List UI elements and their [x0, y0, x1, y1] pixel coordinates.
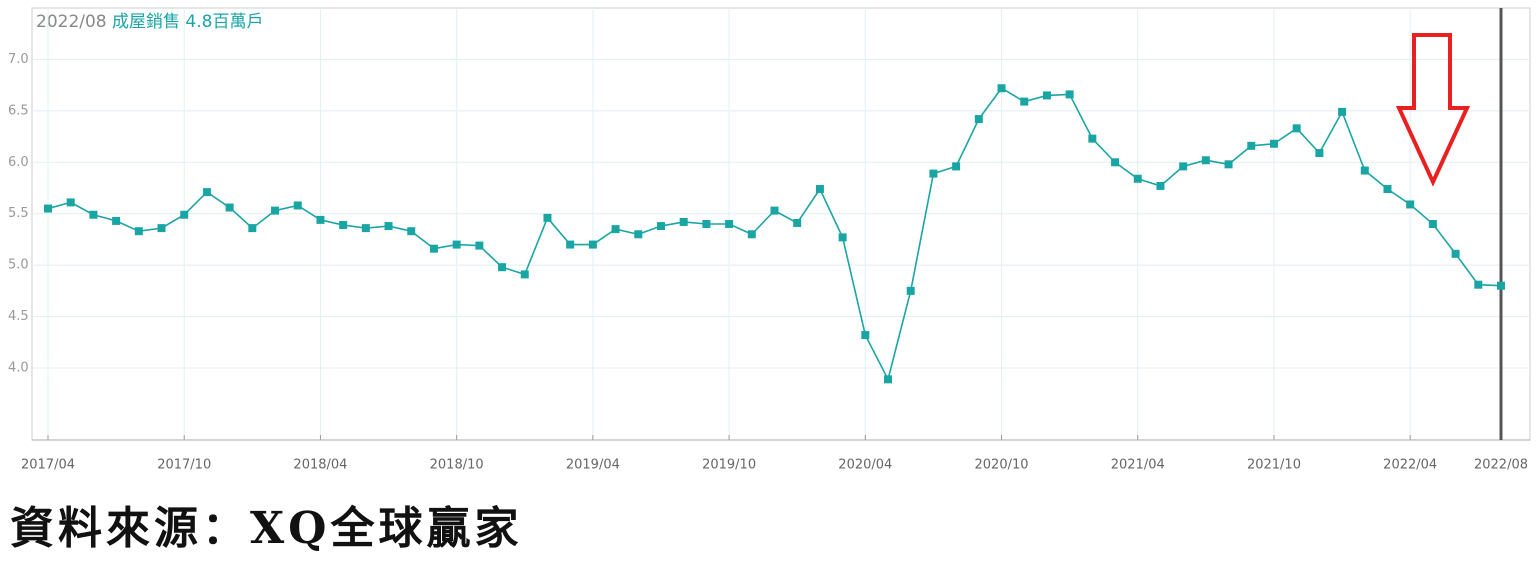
- point: [1338, 107, 1347, 116]
- y-tick-label: 4.5: [8, 309, 29, 324]
- point: [1451, 249, 1460, 258]
- point: [225, 203, 234, 212]
- point: [1497, 281, 1505, 290]
- point: [134, 227, 143, 236]
- point: [1269, 139, 1278, 148]
- point: [520, 270, 529, 279]
- point: [202, 188, 211, 197]
- point: [566, 240, 575, 249]
- point: [997, 84, 1006, 93]
- point: [339, 221, 348, 230]
- x-tick-label: 2022/08: [1474, 458, 1528, 473]
- point: [906, 286, 915, 295]
- point: [611, 225, 620, 234]
- y-tick-label: 4.0: [8, 361, 29, 376]
- legend-text: 成屋銷售 4.8百萬戶: [112, 12, 263, 32]
- point: [679, 217, 688, 226]
- point: [1065, 90, 1074, 99]
- x-tick-label: 2019/04: [566, 458, 620, 473]
- point: [1315, 149, 1324, 158]
- point: [248, 224, 257, 233]
- red-arrow: [1395, 33, 1471, 187]
- point: [725, 220, 734, 228]
- point: [407, 227, 416, 236]
- point: [1201, 156, 1210, 165]
- x-tick-label: 2017/04: [21, 458, 75, 473]
- source-note: 資料來源：XQ全球贏家: [10, 503, 523, 554]
- point: [112, 216, 121, 225]
- point: [1156, 181, 1165, 190]
- y-tick-label: 7.0: [8, 52, 29, 67]
- point: [1088, 134, 1097, 143]
- point: [429, 244, 438, 253]
- point: [1224, 160, 1233, 169]
- point: [974, 115, 983, 124]
- x-tick-label: 2020/04: [838, 458, 892, 473]
- chart: 2022/08 成屋銷售 4.8百萬戶 4.0 4.5 5.0 5.5 6.0 6.5 7.…: [8, 7, 1531, 473]
- point: [1360, 166, 1369, 175]
- point: [929, 169, 938, 178]
- point: [770, 206, 779, 215]
- point: [89, 210, 98, 219]
- point: [1292, 124, 1301, 133]
- point: [861, 331, 870, 340]
- point: [452, 240, 461, 249]
- x-tick-label: 2021/10: [1247, 458, 1301, 473]
- point: [702, 220, 711, 228]
- point: [1133, 174, 1142, 183]
- point: [815, 185, 824, 194]
- point: [271, 206, 280, 215]
- point: [157, 224, 166, 233]
- point: [475, 241, 484, 250]
- point: [44, 204, 52, 213]
- point: [293, 201, 302, 210]
- y-tick-label: 6.5: [8, 103, 29, 118]
- point: [1247, 141, 1256, 150]
- point: [543, 213, 552, 222]
- point: [1042, 91, 1051, 100]
- x-tick-label: 2021/04: [1111, 458, 1165, 473]
- y-tick-label: 5.0: [8, 258, 29, 273]
- point: [1428, 220, 1437, 228]
- point: [361, 224, 370, 233]
- point: [952, 162, 961, 171]
- y-tick-label: 5.5: [8, 206, 29, 221]
- point: [747, 230, 756, 239]
- point: [1383, 185, 1392, 194]
- x-tick-label: 2018/04: [293, 458, 347, 473]
- point: [1406, 200, 1415, 209]
- x-tick-label: 2022/04: [1383, 458, 1437, 473]
- point: [838, 233, 847, 242]
- point: [1020, 97, 1029, 106]
- y-tick-label: 6.0: [8, 155, 29, 170]
- point: [1474, 280, 1483, 289]
- cursor-date: 2022/08: [36, 12, 107, 32]
- point: [884, 375, 893, 384]
- x-tick-label: 2018/10: [430, 458, 484, 473]
- point: [180, 210, 189, 219]
- x-tick-label: 2020/10: [975, 458, 1029, 473]
- point: [384, 222, 393, 231]
- point: [1111, 158, 1120, 167]
- point: [316, 215, 325, 224]
- point: [588, 240, 597, 249]
- x-tick-label: 2019/10: [702, 458, 756, 473]
- plot-layer: 4.0 4.5 5.0 5.5 6.0 6.5 7.0 2017/04 2017/10 2018/…: [8, 8, 1530, 473]
- point: [66, 198, 75, 207]
- point: [656, 222, 665, 231]
- point: [793, 218, 802, 227]
- point: [634, 230, 643, 239]
- point: [498, 263, 507, 272]
- x-tick-label: 2017/10: [157, 458, 211, 473]
- point: [1179, 162, 1188, 171]
